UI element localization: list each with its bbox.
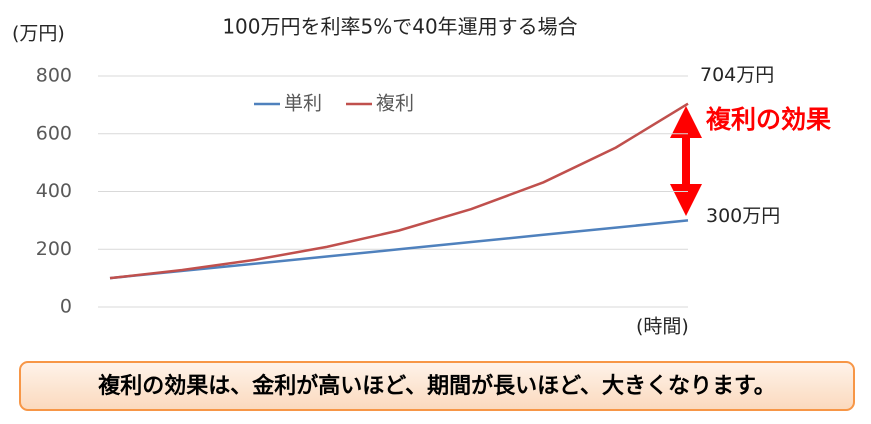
- end-label: 300万円: [706, 205, 780, 227]
- end-label: 704万円: [700, 64, 774, 86]
- effect-label: 複利の効果: [706, 105, 831, 134]
- legend-label: 単利: [284, 93, 322, 115]
- footer-box: [19, 361, 855, 411]
- y-tick-label: 600: [36, 122, 72, 144]
- y-tick-label: 800: [36, 65, 72, 87]
- y-tick-label: 0: [60, 296, 72, 318]
- y-axis-label: (万円): [12, 23, 65, 45]
- x-axis-label: (時間): [636, 316, 689, 338]
- line: [109, 219, 689, 280]
- chart-title: 100万円を利率5%で40年運用する場合: [222, 15, 577, 39]
- y-tick-label: 200: [36, 238, 72, 260]
- line: [109, 102, 689, 280]
- y-tick-label: 400: [36, 180, 72, 202]
- legend-label: 複利: [376, 93, 414, 115]
- footer-text: 複利の効果は、金利が高いほど、期間が長いほど、大きくなります。: [98, 373, 776, 399]
